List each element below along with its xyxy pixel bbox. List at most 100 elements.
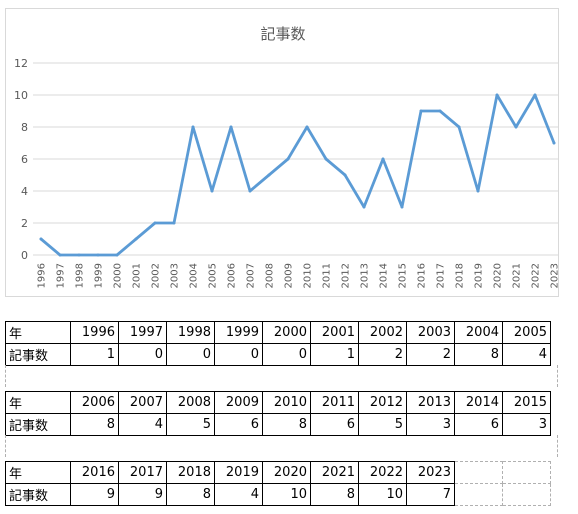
x-tick-label: 2012: [341, 263, 352, 288]
year-cell: 2014: [454, 391, 503, 414]
count-cell: 8: [262, 413, 311, 436]
x-tick-label: 2001: [132, 263, 143, 288]
empty-cell: [454, 461, 503, 484]
x-tick-label: 2004: [189, 263, 200, 288]
year-cell: 2016: [70, 461, 119, 484]
year-cell: 2005: [502, 321, 551, 344]
count-cell: 2: [406, 343, 455, 366]
table-spacer: [5, 365, 558, 387]
count-cell: 8: [454, 343, 503, 366]
year-cell: 2007: [118, 391, 167, 414]
x-tick-label: 2000: [113, 263, 124, 288]
x-tick-label: 1999: [94, 263, 105, 288]
count-cell: 0: [166, 343, 215, 366]
data-point: [153, 221, 157, 225]
data-point: [172, 221, 176, 225]
data-point: [514, 125, 518, 129]
data-point: [400, 205, 404, 209]
table-row: 年 2016 2017 2018 2019 2020 2021 2022 2023: [5, 461, 551, 484]
count-cell: 4: [214, 483, 263, 506]
empty-cell: [454, 483, 503, 506]
year-count-table: 年 2006 2007 2008 2009 2010 2011 2012 2013 2014 201…: [5, 391, 551, 436]
data-point: [286, 157, 290, 161]
x-tick-label: 2002: [151, 263, 162, 288]
x-tick-label: 2011: [322, 263, 333, 288]
count-cell: 6: [214, 413, 263, 436]
data-point: [267, 173, 271, 177]
year-cell: 2009: [214, 391, 263, 414]
year-cell: 1999: [214, 321, 263, 344]
x-tick-label: 2023: [550, 263, 561, 288]
data-point: [476, 189, 480, 193]
year-cell: 2021: [310, 461, 359, 484]
data-point: [39, 237, 43, 241]
data-point: [229, 125, 233, 129]
x-tick-label: 2010: [303, 263, 314, 288]
year-row-label: 年: [5, 391, 71, 414]
year-cell: 2013: [406, 391, 455, 414]
x-tick-label: 2014: [379, 263, 390, 288]
count-cell: 9: [70, 483, 119, 506]
year-cell: 2000: [262, 321, 311, 344]
count-cell: 4: [118, 413, 167, 436]
x-tick-label: 2017: [436, 263, 447, 288]
count-cell: 0: [262, 343, 311, 366]
year-count-table: 年 1996 1997 1998 1999 2000 2001 2002 2003 2004 200…: [5, 321, 551, 366]
year-cell: 1997: [118, 321, 167, 344]
year-cell: 2012: [358, 391, 407, 414]
data-point: [457, 125, 461, 129]
count-row-label: 記事数: [5, 343, 71, 366]
data-point: [533, 93, 537, 97]
year-row-label: 年: [5, 461, 71, 484]
data-point: [552, 141, 556, 145]
year-cell: 2004: [454, 321, 503, 344]
count-cell: 10: [358, 483, 407, 506]
x-tick-label: 2007: [246, 263, 257, 288]
x-tick-label: 2022: [531, 263, 542, 288]
x-tick-label: 1998: [75, 263, 86, 288]
data-point: [134, 237, 138, 241]
x-tick-label: 2009: [284, 263, 295, 288]
x-tick-label: 2013: [360, 263, 371, 288]
y-tick-label: 4: [21, 185, 28, 198]
year-cell: 2023: [406, 461, 455, 484]
data-point: [210, 189, 214, 193]
year-cell: 2022: [358, 461, 407, 484]
year-cell: 2006: [70, 391, 119, 414]
data-point: [381, 157, 385, 161]
count-cell: 8: [310, 483, 359, 506]
year-cell: 2015: [502, 391, 551, 414]
count-cell: 5: [166, 413, 215, 436]
year-count-table: 年 2016 2017 2018 2019 2020 2021 2022 2023 記事数 9 9 8 4…: [5, 461, 551, 506]
count-cell: 0: [118, 343, 167, 366]
count-cell: 2: [358, 343, 407, 366]
x-tick-label: 2005: [208, 263, 219, 288]
year-cell: 1996: [70, 321, 119, 344]
y-tick-label: 12: [14, 57, 28, 70]
x-tick-label: 2015: [398, 263, 409, 288]
count-cell: 6: [454, 413, 503, 436]
year-cell: 2020: [262, 461, 311, 484]
x-tick-label: 2021: [512, 263, 523, 288]
data-point: [248, 189, 252, 193]
year-cell: 2003: [406, 321, 455, 344]
table-row: 年 1996 1997 1998 1999 2000 2001 2002 2003 2004 200…: [5, 321, 551, 344]
table-row: 記事数 9 9 8 4 10 8 10 7: [5, 483, 551, 506]
data-point: [324, 157, 328, 161]
empty-cell: [502, 461, 551, 484]
year-cell: 2010: [262, 391, 311, 414]
x-tick-label: 1997: [56, 263, 67, 288]
y-tick-label: 0: [21, 249, 28, 262]
y-tick-label: 2: [21, 217, 28, 230]
count-cell: 1: [310, 343, 359, 366]
data-point: [343, 173, 347, 177]
count-cell: 1: [70, 343, 119, 366]
data-point: [77, 253, 81, 257]
year-cell: 2017: [118, 461, 167, 484]
data-point: [362, 205, 366, 209]
year-cell: 2001: [310, 321, 359, 344]
table-spacer: [5, 435, 558, 457]
count-cell: 4: [502, 343, 551, 366]
count-cell: 9: [118, 483, 167, 506]
data-point: [96, 253, 100, 257]
